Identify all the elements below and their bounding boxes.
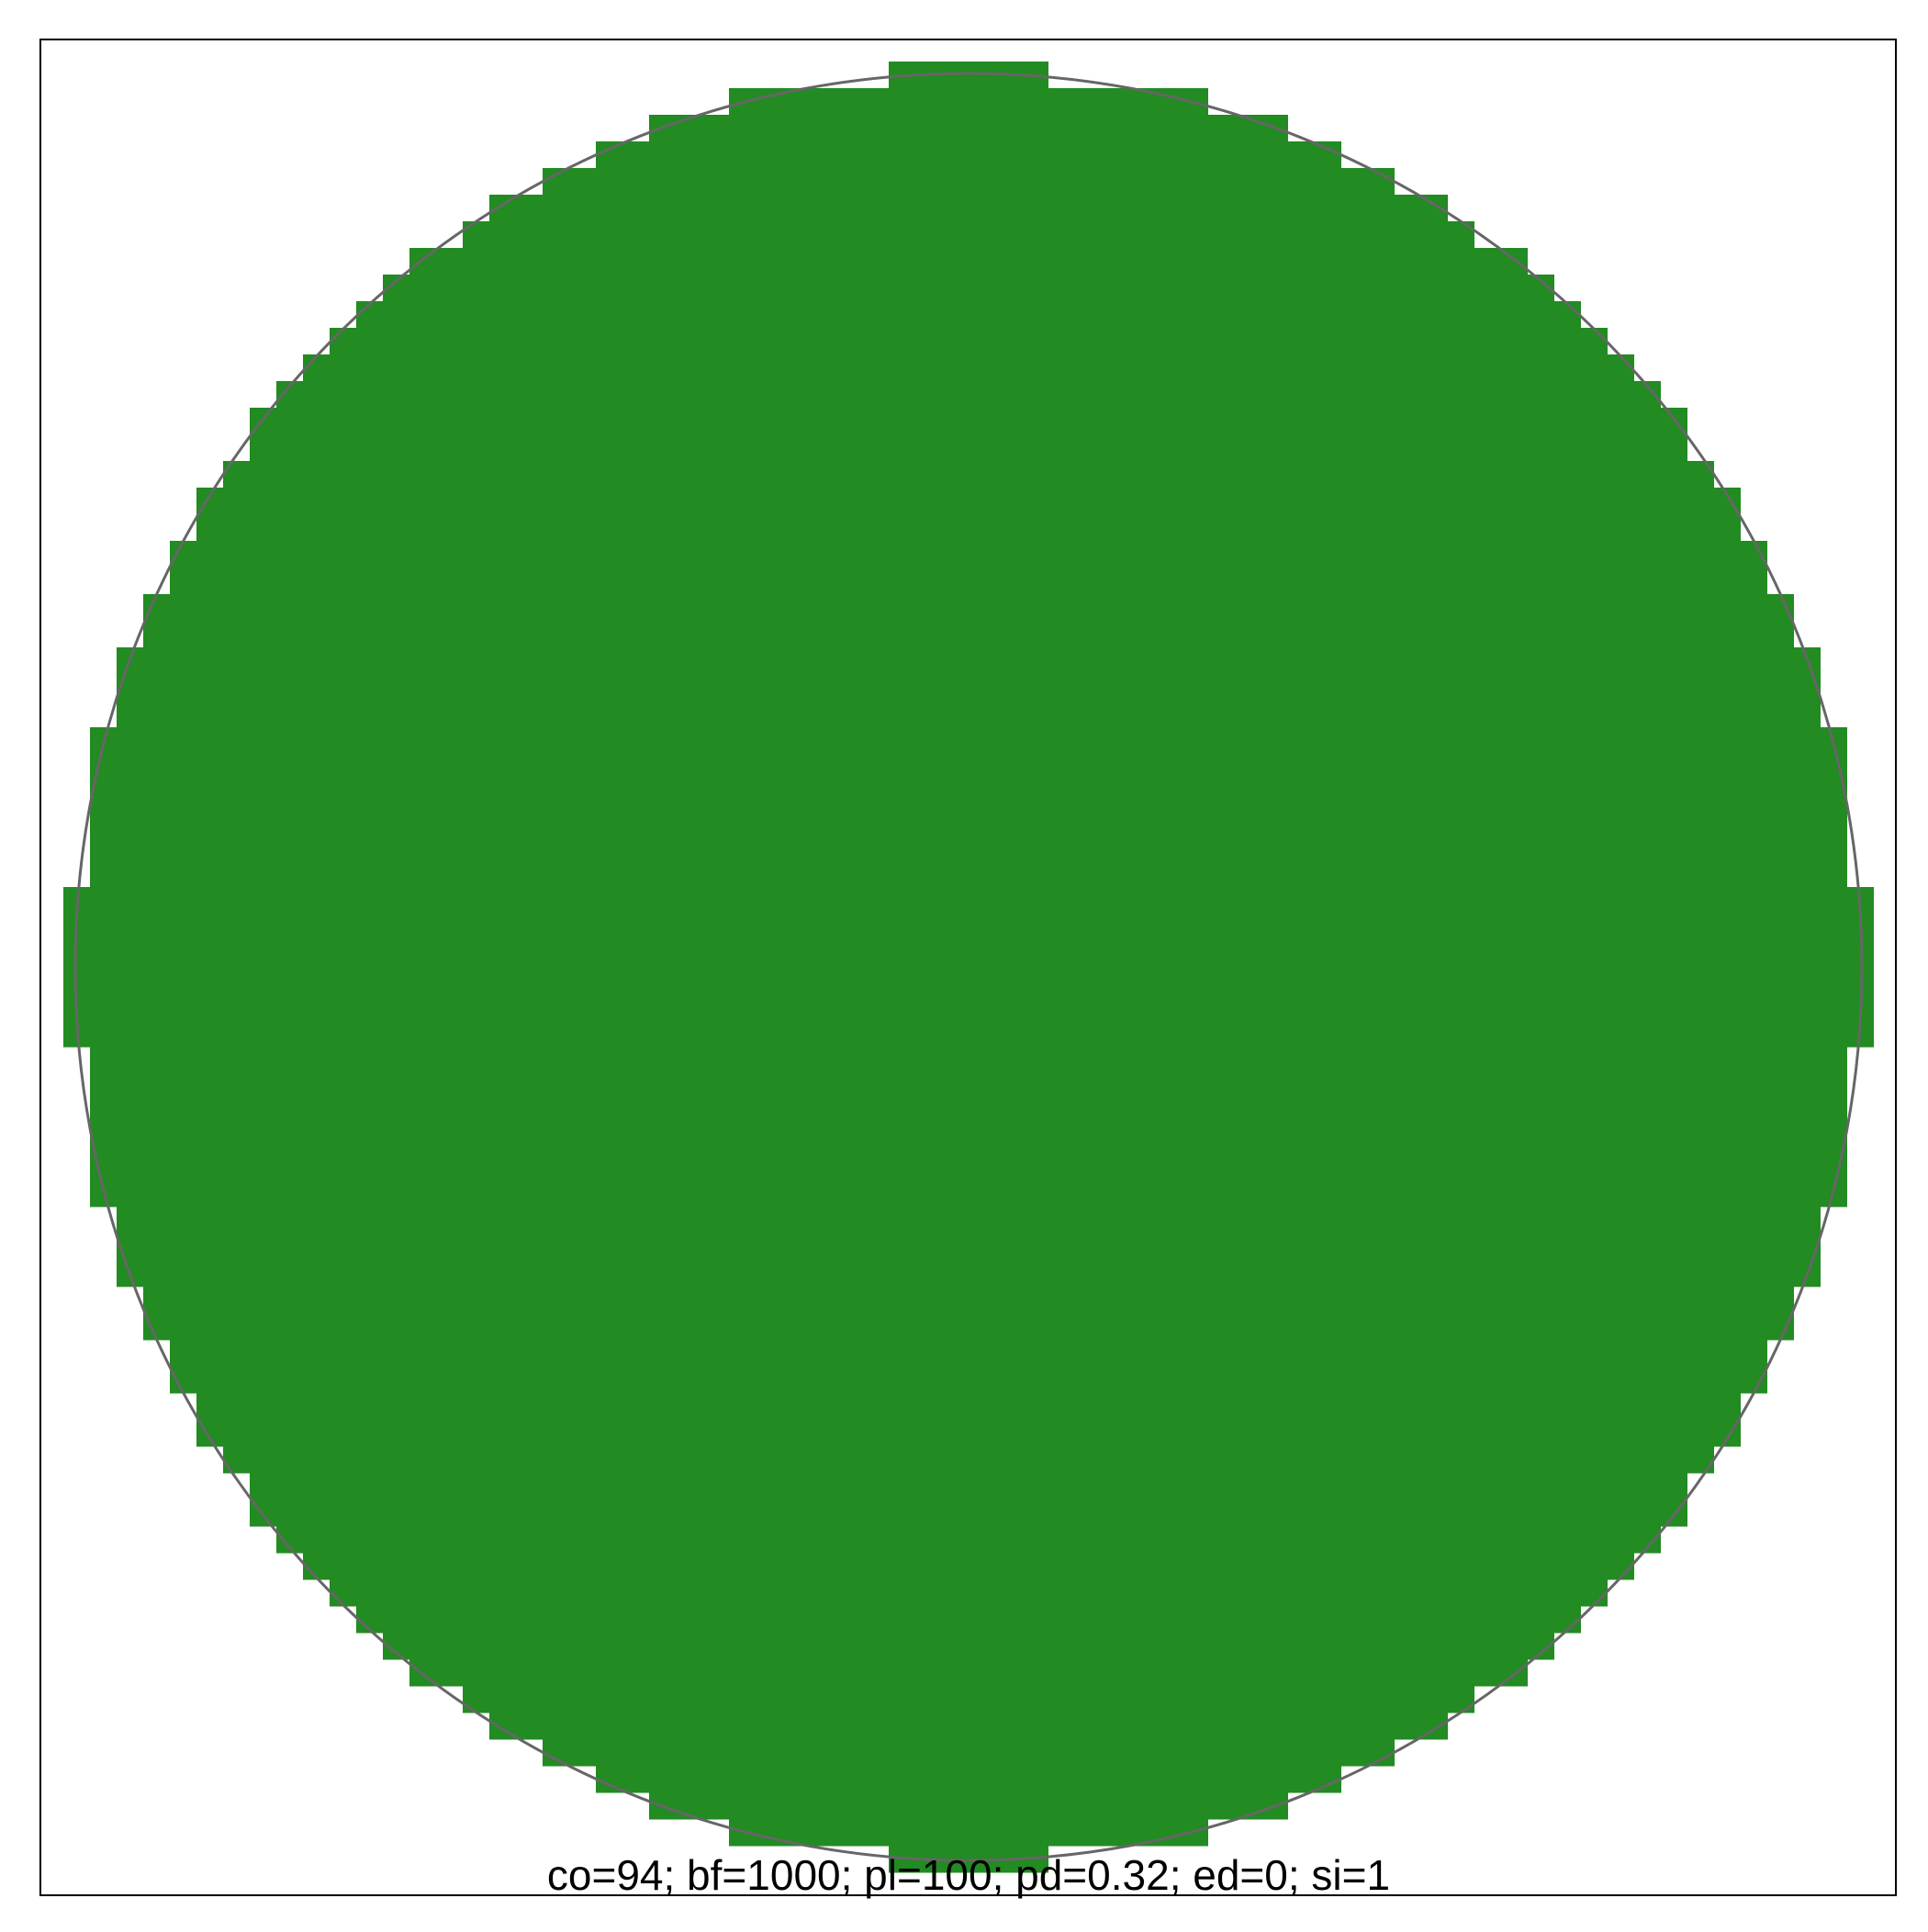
disk-row-band [543,168,1395,196]
disk-row-band [143,1313,1794,1341]
disk-row-band [596,141,1341,169]
disk-row-band [356,1606,1581,1634]
disk-row-band [170,1366,1767,1394]
disk-row-band [409,1659,1528,1687]
disk-row-band [303,1553,1634,1580]
disk-row-band [117,1207,1821,1234]
disk-row-band [90,781,1847,808]
disk-row-band [143,1286,1794,1314]
parameter-caption: co=94; bf=1000; pl=100; pd=0.32; ed=0; s… [547,1851,1390,1899]
disk-row-band [63,967,1874,994]
disk-row-band [117,674,1821,702]
disk-row-band [729,1819,1208,1847]
disk-row-band [170,541,1767,568]
disk-row-band [330,328,1608,355]
disk-row-band [330,1579,1608,1607]
disk-row-band [196,1393,1741,1421]
disk-row-band [463,221,1474,249]
disk-row-band [543,1739,1395,1767]
disk-row-band [170,567,1767,595]
disk-row-band [90,754,1847,781]
disk-row-band [356,301,1581,329]
pixelated-disk [63,62,1874,1873]
disk-row-band [63,914,1874,941]
disk-row-band [90,727,1847,755]
disk-row-band [250,408,1687,435]
disk-row-band [196,488,1741,515]
disk-row-band [276,381,1661,409]
disk-row-band [117,701,1821,728]
disk-row-band [63,994,1874,1021]
disk-row-band [90,1153,1847,1181]
disk-row-band [489,195,1448,222]
disk-row-band [250,434,1687,462]
disk-row-band [383,1633,1554,1660]
disk-row-band [649,115,1288,142]
disk-row-band [117,1233,1821,1261]
disk-row-band [90,1047,1847,1074]
disk-row-band [409,248,1528,275]
disk-row-band [383,275,1554,302]
disk-row-band [250,1500,1687,1527]
disk-row-band [649,1792,1288,1820]
disk-row-band [117,1260,1821,1287]
disk-row-band [90,1100,1847,1128]
disk-row-band [143,621,1794,648]
disk-row-band [196,514,1741,542]
disk-row-band [90,834,1847,861]
disk-row-band [223,461,1714,489]
disk-row-band [489,1713,1448,1740]
disk-row-band [143,594,1794,622]
disk-row-band [596,1766,1341,1793]
disk-row-band [90,807,1847,835]
disk-row-band [63,887,1874,915]
disk-row-band [250,1473,1687,1500]
disk-row-band [463,1686,1474,1713]
disk-row-band [303,354,1634,382]
disk-row-band [170,1340,1767,1367]
disk-row-band [729,88,1208,116]
disk-row-band [63,1020,1874,1048]
disk-row-band [90,1073,1847,1101]
disk-row-band [276,1526,1661,1554]
disk-row-band [223,1446,1714,1474]
disk-row-band [90,1180,1847,1208]
disk-row-band [196,1420,1741,1447]
disk-row-band [63,940,1874,968]
disk-row-band [90,1127,1847,1154]
disk-row-band [117,647,1821,675]
disk-row-band [90,860,1847,888]
